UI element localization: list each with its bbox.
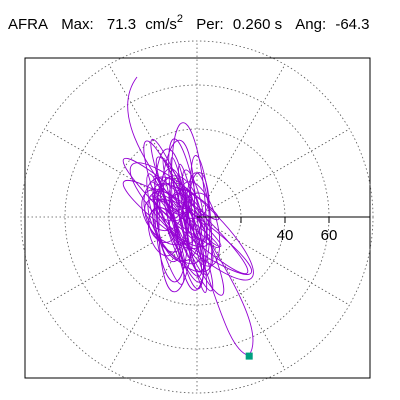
trace-excursion [127, 76, 178, 208]
trace-loop [177, 181, 221, 267]
particle-trace [122, 76, 254, 357]
angle-label: Ang: [295, 16, 327, 33]
trace-excursion [196, 236, 254, 357]
grid-spoke [196, 216, 350, 306]
max-unit: cm/s [145, 16, 177, 33]
trace-loop [171, 122, 207, 291]
max-value: 71.3 [106, 16, 137, 33]
trace-loop [158, 139, 196, 293]
radial-axis: 40 60 [197, 216, 370, 244]
grid-spoke [196, 64, 286, 218]
period-value: 0.260 s [232, 16, 283, 33]
x-axis-tick-label: 60 [321, 227, 338, 244]
trace-loop [153, 175, 186, 269]
plot-frame [24, 57, 371, 379]
trace-loop [143, 176, 184, 232]
end-marker-group [245, 352, 253, 360]
period-label: Per: [196, 16, 224, 33]
x-axis-tick-label: 40 [277, 227, 294, 244]
max-label: Max: [61, 16, 94, 33]
angle-value: -64.3 [335, 16, 370, 33]
trace-loop [149, 195, 220, 249]
grid-spoke [196, 128, 350, 218]
trace-loop [155, 156, 225, 296]
trace-loop [168, 185, 180, 219]
chart-title: AFRA Max: 71.3 cm/s2 Per: 0.260 s Ang: -… [8, 13, 370, 35]
grid-ring [20, 40, 374, 394]
grid-spoke [196, 216, 286, 370]
end-marker [245, 352, 253, 360]
trace-loop [152, 183, 212, 248]
trace-loop [146, 173, 185, 285]
max-unit-exponent: 2 [176, 13, 184, 25]
trace-loop [185, 172, 211, 272]
trace-loop [169, 208, 208, 250]
station-code: AFRA [8, 16, 49, 33]
